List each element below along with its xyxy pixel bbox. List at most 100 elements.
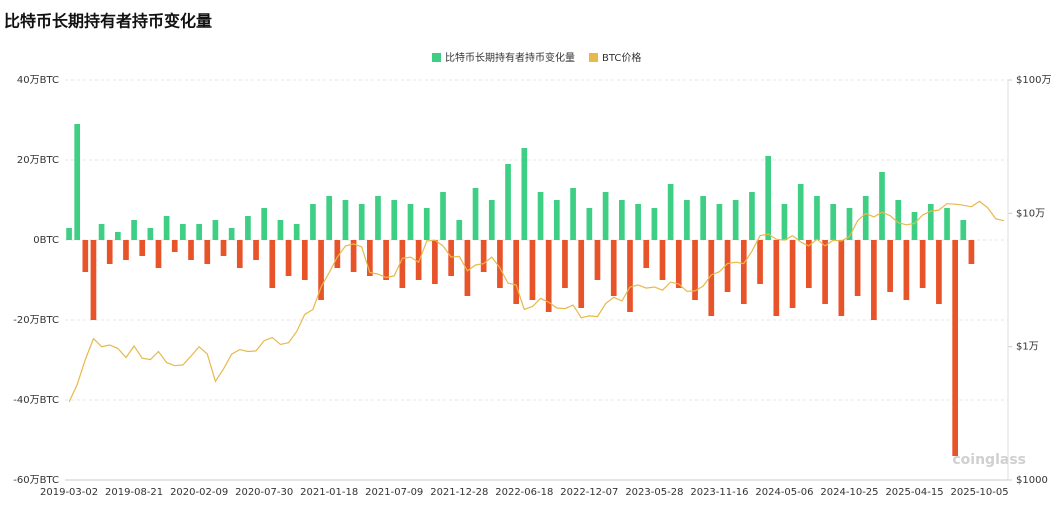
bar (854, 240, 861, 296)
y2-tick-label: $10万 (1016, 208, 1045, 219)
bar (700, 196, 706, 240)
bar (887, 240, 893, 292)
bar (838, 240, 845, 316)
x-tick-label: 2020-02-09 (170, 487, 228, 498)
bar (171, 240, 178, 252)
bar (285, 240, 292, 276)
y-tick-label: 40万BTC (17, 75, 59, 86)
bar (651, 208, 658, 240)
bar (602, 192, 609, 240)
legend-swatch (432, 53, 441, 62)
bar (716, 204, 723, 240)
bar (545, 240, 552, 312)
bar (318, 240, 324, 300)
bar (407, 204, 414, 240)
bar (936, 240, 942, 304)
bar (903, 240, 910, 300)
bar (342, 200, 349, 240)
bar (797, 184, 804, 240)
bar (277, 220, 284, 240)
bar (196, 224, 202, 240)
x-tick-label: 2022-06-18 (495, 487, 553, 498)
bar (594, 240, 601, 280)
bar (147, 228, 154, 240)
bar (830, 204, 837, 240)
bar (480, 240, 487, 272)
bar (675, 240, 682, 288)
bar (895, 200, 902, 240)
bar (90, 240, 97, 320)
y2-tick-label: $1000 (1016, 475, 1048, 486)
watermark: coinglass (952, 452, 1026, 468)
bar (521, 148, 528, 240)
bar (643, 240, 650, 268)
bar (570, 188, 576, 240)
bar (781, 204, 788, 240)
bar (789, 240, 796, 308)
bar (301, 240, 308, 280)
bar (708, 240, 715, 316)
bar (253, 240, 259, 260)
bar (456, 220, 463, 240)
bar (610, 240, 617, 296)
bar (740, 240, 747, 304)
bar (423, 208, 430, 240)
bar (261, 208, 268, 240)
legend-label: BTC价格 (602, 51, 641, 64)
bar (749, 192, 755, 240)
legend-swatch (589, 53, 598, 62)
bar (228, 228, 235, 240)
bar (927, 204, 934, 240)
bar (692, 240, 698, 300)
bar (968, 240, 975, 264)
bar (98, 224, 105, 240)
bar (269, 240, 276, 288)
bar (586, 208, 593, 240)
y-tick-label: -20万BTC (13, 315, 59, 326)
bar (846, 208, 853, 240)
bar (862, 196, 869, 240)
bar (562, 240, 568, 288)
bar (960, 220, 967, 240)
bar (911, 212, 918, 240)
bar (464, 240, 471, 296)
bar (497, 240, 503, 288)
bar (659, 240, 666, 280)
bar (236, 240, 243, 268)
bar (553, 200, 560, 240)
bar (375, 196, 381, 240)
bar (529, 240, 536, 300)
price-line (68, 200, 1005, 403)
y-tick-label: -40万BTC (13, 395, 59, 406)
bar (944, 208, 950, 240)
bar (350, 240, 357, 272)
x-tick-label: 2021-12-28 (430, 487, 488, 498)
bar (293, 224, 300, 240)
bar (732, 200, 739, 240)
bar (399, 240, 406, 288)
bar (505, 164, 511, 240)
bar (310, 204, 316, 240)
x-tick-label: 2025-10-05 (950, 487, 1008, 498)
bar (684, 200, 690, 240)
bar (472, 188, 479, 240)
bar (805, 240, 812, 288)
bar (131, 220, 137, 240)
bar (765, 156, 772, 240)
bar (448, 240, 454, 276)
bar (367, 240, 373, 276)
bar (432, 240, 438, 284)
bar (773, 240, 780, 316)
legend-label: 比特币长期持有者持币变化量 (445, 51, 575, 64)
bar (106, 240, 113, 264)
bar (757, 240, 763, 284)
bar (188, 240, 194, 260)
bar (114, 232, 121, 240)
bar (383, 240, 389, 280)
bar (123, 240, 129, 260)
x-tick-label: 2023-11-16 (690, 487, 748, 498)
bar (919, 240, 926, 288)
chart-title: 比特币长期持有者持币变化量 (4, 12, 212, 31)
x-tick-label: 2024-10-25 (820, 487, 878, 498)
